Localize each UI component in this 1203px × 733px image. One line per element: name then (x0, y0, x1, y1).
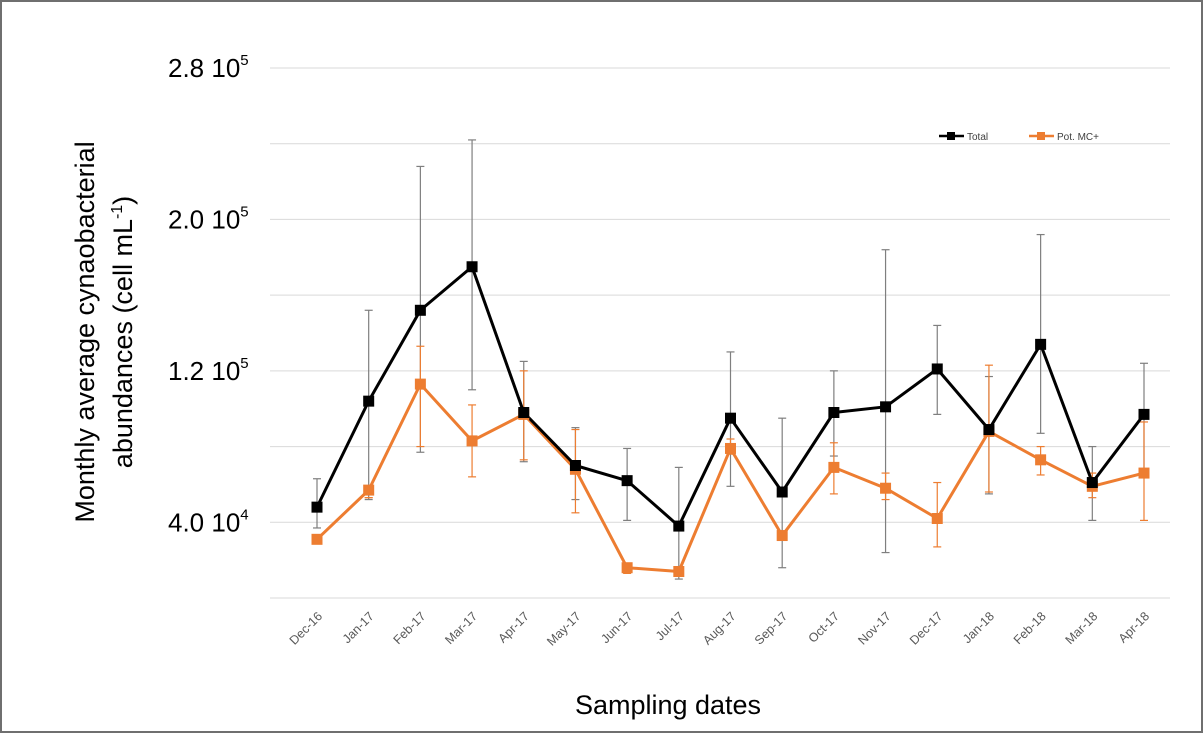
data-point-total (880, 401, 892, 413)
data-point-total (776, 486, 788, 498)
x-tick-label: Oct-17 (806, 609, 842, 645)
x-axis-title: Sampling dates (575, 690, 761, 720)
x-tick-label: Apr-18 (1116, 609, 1152, 645)
data-point-total (1086, 477, 1098, 489)
data-point-pot-mc (414, 378, 426, 390)
error-bars (313, 139, 1148, 580)
data-point-total (828, 407, 840, 418)
data-point-total (414, 304, 426, 316)
data-point-pot-mc (725, 442, 736, 454)
data-point-total (931, 363, 943, 375)
y-axis-title-line1: Monthly average cynaobacterial (70, 141, 100, 522)
x-tick-label: Jan-18 (960, 609, 997, 646)
data-point-pot-mc (1138, 467, 1150, 479)
y-tick-mantissa: 1.2 10 (168, 356, 240, 386)
error-bar (881, 249, 890, 554)
y-axis-title-close: ) (108, 196, 138, 205)
y-tick-exponent: 5 (240, 203, 248, 220)
data-point-pot-mc (931, 513, 943, 524)
y-tick-label: 2.8 105 (168, 52, 249, 83)
x-tick-label: Feb-17 (391, 609, 429, 647)
data-point-total (621, 475, 633, 487)
y-axis-title: Monthly average cynaobacterial abundance… (70, 141, 138, 522)
data-point-total (725, 412, 736, 424)
legend: Total Pot. MC+ (939, 132, 1099, 143)
legend-total-marker (947, 132, 955, 140)
data-point-pot-mc (776, 530, 788, 542)
data-point-total (673, 520, 685, 532)
legend-mc-label: Pot. MC+ (1057, 132, 1099, 143)
data-point-pot-mc (828, 461, 840, 473)
y-tick-label: 4.0 104 (168, 506, 249, 537)
y-tick-label: 2.0 105 (168, 203, 249, 234)
x-tick-label: Mar-18 (1063, 609, 1101, 647)
data-point-pot-mc (880, 482, 892, 494)
data-point-total (311, 501, 323, 513)
y-tick-label: 1.2 105 (168, 355, 249, 386)
y-axis-title-unit: abundances (cell mL (108, 219, 138, 468)
data-point-pot-mc (673, 566, 685, 577)
data-point-pot-mc (466, 435, 478, 447)
data-point-total (363, 395, 375, 407)
y-tick-mantissa: 4.0 10 (168, 507, 240, 537)
x-tick-label: Feb-18 (1011, 609, 1049, 647)
gridlines (270, 67, 1170, 599)
data-point-total (1138, 408, 1150, 420)
y-axis-title-sup: -1 (109, 205, 126, 219)
x-tick-label: Sep-17 (752, 609, 790, 647)
y-tick-exponent: 5 (240, 355, 248, 372)
error-bar (1036, 233, 1045, 434)
x-axis-ticks: Dec-16 Jan-17 Feb-17 Mar-17 Apr-17 May-17 Jun-… (287, 609, 1152, 648)
y-tick-exponent: 4 (240, 506, 248, 523)
legend-total-label: Total (967, 132, 988, 143)
legend-mc-marker (1037, 132, 1045, 140)
x-tick-label: Apr-17 (495, 609, 531, 645)
x-tick-label: Dec-16 (287, 609, 325, 647)
x-tick-label: May-17 (544, 609, 583, 648)
data-point-pot-mc (311, 533, 323, 545)
error-bar (416, 345, 425, 448)
data-point-total (983, 424, 995, 436)
y-tick-mantissa: 2.8 10 (168, 53, 240, 83)
x-tick-label: Mar-17 (442, 609, 480, 647)
y-tick-exponent: 5 (240, 52, 248, 69)
x-tick-label: Aug-17 (700, 609, 738, 647)
data-point-pot-mc (621, 562, 633, 574)
series-markers (311, 261, 1150, 577)
y-tick-mantissa: 2.0 10 (168, 204, 240, 234)
x-tick-label: Nov-17 (855, 609, 893, 647)
y-axis-title-line2: abundances (cell mL-1) (108, 196, 138, 468)
data-point-total (466, 261, 478, 273)
x-tick-label: Jun-17 (598, 609, 635, 646)
x-tick-label: Jan-17 (340, 609, 377, 646)
data-point-total (1035, 338, 1047, 350)
data-point-pot-mc (363, 484, 375, 496)
data-point-total (518, 407, 530, 418)
data-point-pot-mc (1035, 454, 1047, 466)
data-point-total (569, 460, 581, 471)
x-tick-label: Dec-17 (907, 609, 945, 647)
x-tick-label: Jul-17 (653, 609, 687, 643)
